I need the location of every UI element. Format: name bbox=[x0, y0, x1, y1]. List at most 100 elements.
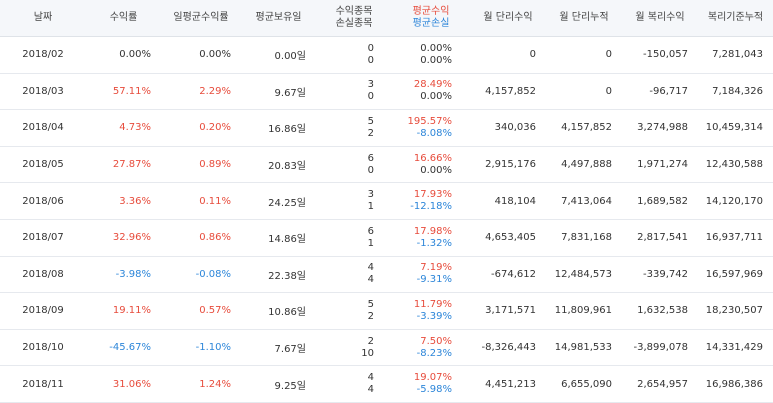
cell-avg-hold: 10.86일 bbox=[241, 292, 316, 330]
cell-avg-gain: 16.66% bbox=[413, 152, 452, 164]
cell-avg-loss: -9.31% bbox=[416, 274, 452, 286]
cell-monthly-compound: -339,742 bbox=[622, 256, 698, 294]
cell-daily-return: 0.89% bbox=[161, 146, 241, 184]
header-date: 날짜 bbox=[0, 0, 86, 37]
cell-win-count: 5 bbox=[367, 115, 374, 127]
cell-win-count: 6 bbox=[367, 225, 374, 237]
cell-monthly-compound: 1,689,582 bbox=[622, 182, 698, 220]
cell-avg-gain: 11.79% bbox=[413, 298, 452, 310]
cell-avg-gain: 19.07% bbox=[413, 372, 452, 384]
table-row: 2018/10 -45.67% -1.10% 7.67일 2 10 7.50% -8.23% -… bbox=[0, 329, 773, 367]
header-avg-gain-loss: 평균수익 평균손실 bbox=[392, 0, 470, 37]
cell-monthly-simple: 2,915,176 bbox=[470, 146, 546, 184]
cell-compound-cumulative: 14,331,429 bbox=[698, 329, 773, 367]
cell-simple-cumulative: 0 bbox=[546, 73, 622, 111]
cell-avg-hold: 14.86일 bbox=[241, 219, 316, 257]
cell-daily-return: 2.29% bbox=[161, 73, 241, 111]
cell-avg-hold: 20.83일 bbox=[241, 146, 316, 184]
cell-daily-return: 0.11% bbox=[161, 182, 241, 220]
cell-avg-gain: 0.00% bbox=[420, 42, 452, 54]
cell-loss-count: 1 bbox=[367, 237, 374, 249]
table-row: 2018/09 19.11% 0.57% 10.86일 5 2 11.79% -3.39% 3,… bbox=[0, 292, 773, 330]
cell-simple-cumulative: 6,655,090 bbox=[546, 365, 622, 403]
cell-avg-hold: 9.25일 bbox=[241, 365, 316, 403]
cell-date: 2018/09 bbox=[0, 292, 86, 330]
cell-avg-hold: 24.25일 bbox=[241, 182, 316, 220]
cell-return: 3.36% bbox=[86, 182, 161, 220]
cell-date: 2018/07 bbox=[0, 219, 86, 257]
cell-date: 2018/06 bbox=[0, 182, 86, 220]
cell-avg-loss: -5.98% bbox=[416, 384, 452, 396]
cell-avg-gain: 17.93% bbox=[413, 189, 452, 201]
cell-monthly-simple: 340,036 bbox=[470, 109, 546, 147]
cell-return: -45.67% bbox=[86, 329, 161, 367]
cell-compound-cumulative: 16,597,969 bbox=[698, 256, 773, 294]
cell-monthly-simple: -674,612 bbox=[470, 256, 546, 294]
cell-monthly-compound: 1,632,538 bbox=[622, 292, 698, 330]
header-avg-hold: 평균보유일 bbox=[241, 0, 316, 37]
cell-loss-count: 2 bbox=[367, 127, 374, 139]
cell-loss-count: 10 bbox=[361, 347, 374, 359]
header-loss-count: 손실종목 bbox=[335, 18, 373, 29]
cell-simple-cumulative: 4,157,852 bbox=[546, 109, 622, 147]
cell-date: 2018/08 bbox=[0, 256, 86, 294]
cell-win-count: 5 bbox=[367, 298, 374, 310]
cell-loss-count: 4 bbox=[367, 384, 374, 396]
table-row: 2018/06 3.36% 0.11% 24.25일 3 1 17.93% -12.18% 41… bbox=[0, 182, 773, 220]
cell-simple-cumulative: 0 bbox=[546, 36, 622, 74]
cell-avg-hold: 22.38일 bbox=[241, 256, 316, 294]
cell-date: 2018/11 bbox=[0, 365, 86, 403]
cell-compound-cumulative: 16,986,386 bbox=[698, 365, 773, 403]
cell-avg-hold: 0.00일 bbox=[241, 36, 316, 74]
cell-daily-return: 0.20% bbox=[161, 109, 241, 147]
cell-compound-cumulative: 10,459,314 bbox=[698, 109, 773, 147]
cell-return: 27.87% bbox=[86, 146, 161, 184]
cell-avg-loss: -8.08% bbox=[416, 127, 452, 139]
cell-return: -3.98% bbox=[86, 256, 161, 294]
header-row: 날짜 수익률 일평균수익률 평균보유일 수익종목 손실종목 평균수익 평균손실 … bbox=[0, 0, 773, 37]
cell-avg-gain-loss: 7.19% -9.31% bbox=[392, 256, 470, 294]
table-row: 2018/07 32.96% 0.86% 14.86일 6 1 17.98% -1.32% 4,… bbox=[0, 219, 773, 257]
cell-avg-loss: -1.32% bbox=[416, 237, 452, 249]
header-monthly-compound: 월 복리수익 bbox=[622, 0, 698, 37]
cell-win-count: 6 bbox=[367, 152, 374, 164]
table-row: 2018/03 57.11% 2.29% 9.67일 3 0 28.49% 0.00% 4,15… bbox=[0, 73, 773, 111]
cell-return: 31.06% bbox=[86, 365, 161, 403]
cell-simple-cumulative: 7,413,064 bbox=[546, 182, 622, 220]
table-body: 2018/02 0.00% 0.00% 0.00일 0 0 0.00% 0.00% 0 0 -150… bbox=[0, 36, 773, 403]
cell-monthly-compound: 3,274,988 bbox=[622, 109, 698, 147]
cell-monthly-simple: 418,104 bbox=[470, 182, 546, 220]
cell-loss-count: 0 bbox=[367, 54, 374, 66]
cell-monthly-simple: 0 bbox=[470, 36, 546, 74]
cell-daily-return: 0.00% bbox=[161, 36, 241, 74]
cell-win-loss: 2 10 bbox=[316, 329, 392, 367]
cell-win-count: 3 bbox=[367, 189, 374, 201]
header-monthly-simple: 월 단리수익 bbox=[470, 0, 546, 37]
cell-return: 4.73% bbox=[86, 109, 161, 147]
cell-avg-hold: 16.86일 bbox=[241, 109, 316, 147]
cell-daily-return: -1.10% bbox=[161, 329, 241, 367]
cell-avg-gain: 7.50% bbox=[420, 335, 452, 347]
cell-monthly-simple: -8,326,443 bbox=[470, 329, 546, 367]
cell-avg-gain-loss: 17.93% -12.18% bbox=[392, 182, 470, 220]
table-row: 2018/05 27.87% 0.89% 20.83일 6 0 16.66% 0.00% 2,9… bbox=[0, 146, 773, 184]
cell-return: 0.00% bbox=[86, 36, 161, 74]
cell-loss-count: 2 bbox=[367, 310, 374, 322]
cell-date: 2018/10 bbox=[0, 329, 86, 367]
cell-monthly-compound: -96,717 bbox=[622, 73, 698, 111]
cell-avg-gain: 28.49% bbox=[413, 79, 452, 91]
cell-simple-cumulative: 11,809,961 bbox=[546, 292, 622, 330]
header-return: 수익률 bbox=[86, 0, 161, 37]
cell-avg-gain-loss: 0.00% 0.00% bbox=[392, 36, 470, 74]
cell-avg-gain-loss: 19.07% -5.98% bbox=[392, 365, 470, 403]
cell-compound-cumulative: 7,281,043 bbox=[698, 36, 773, 74]
cell-avg-gain-loss: 28.49% 0.00% bbox=[392, 73, 470, 111]
cell-monthly-compound: 2,654,957 bbox=[622, 365, 698, 403]
header-daily-return: 일평균수익률 bbox=[161, 0, 241, 37]
cell-monthly-compound: 1,971,274 bbox=[622, 146, 698, 184]
